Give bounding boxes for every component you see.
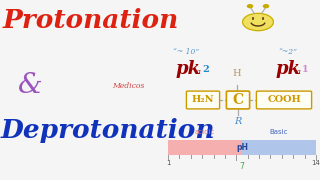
Text: 1: 1: [302, 65, 308, 74]
Text: Protonation: Protonation: [3, 8, 179, 33]
Text: a: a: [296, 68, 301, 76]
Text: pk: pk: [276, 60, 301, 78]
Text: 2: 2: [202, 65, 209, 74]
Text: a: a: [196, 68, 201, 76]
Text: pk: pk: [176, 60, 201, 78]
Bar: [168, 140, 242, 155]
FancyBboxPatch shape: [227, 91, 250, 109]
FancyBboxPatch shape: [256, 91, 312, 109]
Text: pH: pH: [236, 143, 248, 152]
Text: COOH: COOH: [267, 96, 301, 105]
FancyBboxPatch shape: [186, 91, 220, 109]
Text: 14: 14: [312, 160, 320, 166]
Text: “~ 10”: “~ 10”: [173, 48, 199, 56]
Circle shape: [247, 5, 252, 8]
Text: Medicos: Medicos: [112, 82, 144, 90]
Text: acidic: acidic: [195, 129, 215, 135]
Text: Deprotonation: Deprotonation: [1, 118, 215, 143]
Text: R: R: [234, 117, 242, 126]
Text: 7: 7: [240, 162, 244, 171]
Text: H₂N: H₂N: [192, 96, 214, 105]
Text: 1: 1: [166, 160, 170, 166]
Text: “~2”: “~2”: [278, 48, 297, 56]
Text: H: H: [233, 69, 241, 78]
Text: Basic: Basic: [270, 129, 288, 135]
Circle shape: [263, 5, 268, 8]
Bar: [242, 140, 316, 155]
Text: C: C: [232, 93, 244, 107]
Circle shape: [243, 13, 273, 31]
Text: &: &: [18, 72, 43, 99]
